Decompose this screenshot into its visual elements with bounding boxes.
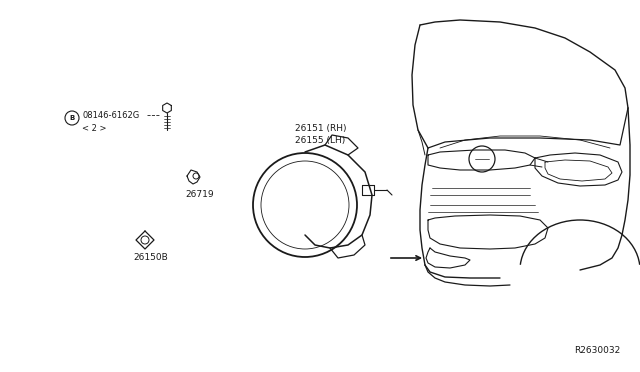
Text: 26150B: 26150B	[133, 253, 168, 263]
Text: < 2 >: < 2 >	[82, 124, 106, 132]
Text: 26155 (LH): 26155 (LH)	[295, 135, 345, 144]
Text: 26719: 26719	[185, 189, 214, 199]
Text: 26151 (RH): 26151 (RH)	[295, 124, 346, 132]
Text: 08146-6162G: 08146-6162G	[82, 110, 140, 119]
Text: R2630032: R2630032	[573, 346, 620, 355]
Text: B: B	[69, 115, 75, 121]
